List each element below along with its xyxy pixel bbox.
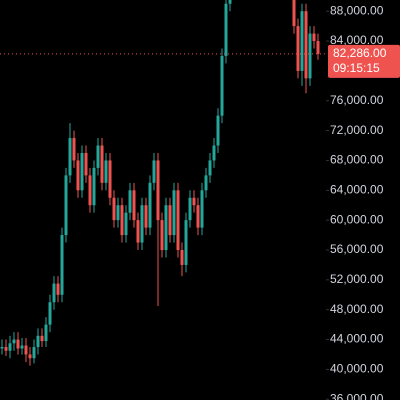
candle-body: [220, 55, 224, 116]
y-tick-label: 64,000.00: [330, 182, 384, 196]
candle-body: [304, 11, 308, 79]
candle-body: [0, 347, 4, 349]
candle-body: [16, 339, 20, 349]
candle-body: [196, 205, 200, 228]
last-price-text: 82,286.00: [333, 46, 387, 60]
candle-body: [176, 190, 180, 250]
candle-body: [92, 167, 96, 206]
candle-body: [44, 324, 48, 342]
candle-body: [172, 190, 176, 236]
candle-body: [64, 175, 68, 236]
candle-body: [180, 250, 184, 265]
candle-body: [60, 235, 64, 295]
candle-body: [164, 205, 168, 250]
candle-body: [116, 205, 120, 221]
candle-body: [36, 335, 40, 348]
y-tick-label: 84,000.00: [330, 33, 384, 47]
candle-body: [308, 33, 312, 79]
candle-body: [128, 190, 132, 213]
y-tick-label: 40,000.00: [330, 362, 384, 376]
plot-area: [0, 0, 320, 366]
candle-body: [8, 343, 12, 351]
candle-body: [32, 347, 36, 359]
y-tick-label: 48,000.00: [330, 302, 384, 316]
y-tick-label: 36,000.00: [330, 391, 384, 400]
candle-body: [52, 283, 56, 303]
candle-body: [300, 11, 304, 71]
candle-body: [312, 33, 316, 42]
candle-body: [108, 160, 112, 198]
candle-body: [24, 345, 28, 355]
price-axis: 36,000.00 40,000.00 44,000.00 48,000.00 52,0…: [326, 3, 384, 400]
candle-body: [88, 175, 92, 206]
candle-body: [48, 302, 52, 325]
candle-body: [72, 138, 76, 161]
candle-body: [132, 190, 136, 221]
candle-body: [40, 335, 44, 342]
candle-body: [144, 205, 148, 228]
candle-body: [12, 339, 16, 344]
last-price-box: [328, 44, 400, 78]
candle-body: [28, 354, 32, 359]
countdown-text: 09:15:15: [333, 61, 380, 75]
y-tick-label: 76,000.00: [330, 93, 384, 107]
candle-body: [204, 175, 208, 191]
candle-body: [112, 197, 116, 221]
candle-body: [184, 220, 188, 265]
candle-body: [212, 145, 216, 161]
candle-body: [68, 138, 72, 176]
candle-body: [224, 3, 228, 56]
candle-body: [192, 197, 196, 206]
candle-body: [208, 160, 212, 176]
candle-body: [140, 205, 144, 243]
candle-body: [4, 347, 8, 351]
candle-body: [188, 197, 192, 221]
candle-body: [56, 283, 60, 295]
y-tick-label: 88,000.00: [330, 3, 384, 17]
y-tick-label: 56,000.00: [330, 242, 384, 256]
candle-body: [80, 152, 84, 191]
candle-body: [20, 345, 24, 349]
y-tick-label: 44,000.00: [330, 332, 384, 346]
candle-body: [156, 160, 160, 221]
candle-body: [200, 190, 204, 228]
candle-body: [228, 0, 232, 4]
y-tick-label: 72,000.00: [330, 123, 384, 137]
candle-body: [152, 160, 156, 183]
candle-body: [148, 182, 152, 228]
candle-body: [120, 205, 124, 236]
candle-body: [84, 152, 88, 176]
candle-body: [100, 145, 104, 183]
candle-body: [292, 0, 296, 27]
candle-body: [96, 145, 100, 168]
y-tick-label: 60,000.00: [330, 212, 384, 226]
candle-body: [168, 205, 172, 236]
candle-body: [160, 220, 164, 250]
candle-body: [76, 160, 80, 191]
y-tick-label: 68,000.00: [330, 153, 384, 167]
y-tick-label: 52,000.00: [330, 272, 384, 286]
candle-body: [316, 41, 320, 54]
candle-body: [104, 160, 108, 183]
candle-body: [136, 220, 140, 243]
candle-body: [296, 26, 300, 71]
candle-body: [216, 115, 220, 146]
candle-body: [124, 212, 128, 236]
